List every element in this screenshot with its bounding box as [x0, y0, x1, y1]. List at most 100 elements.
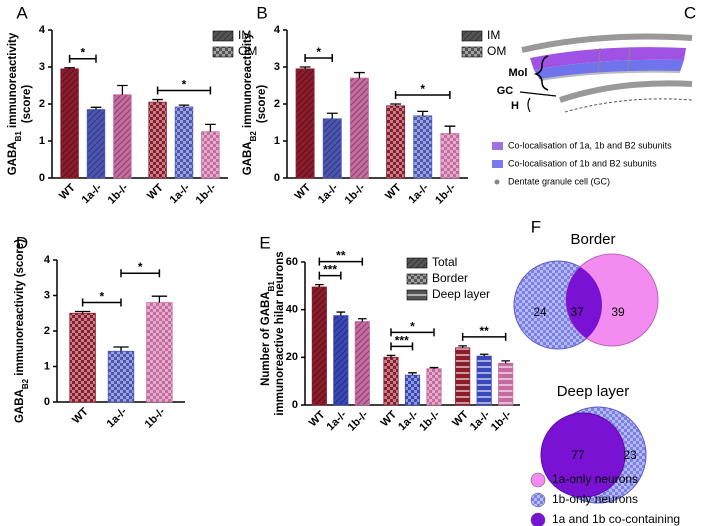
error-bar — [205, 123, 216, 132]
x-tick-label: 1b-/- — [433, 181, 458, 206]
y-axis-label: GABAB2 immunoreactivity (score) — [14, 239, 30, 423]
significance-bracket — [304, 54, 333, 62]
error-bar — [326, 112, 338, 119]
y-axis-label: (score) — [21, 85, 33, 124]
bar — [311, 286, 327, 406]
significance-bracket — [461, 332, 507, 341]
hippocampus-schematic — [492, 33, 693, 185]
significance-bracket — [120, 269, 161, 278]
significance-label: ** — [479, 324, 489, 338]
error-bar — [178, 104, 190, 107]
subscript: B1 — [14, 131, 23, 142]
legend-swatch — [406, 289, 428, 301]
error-bar — [315, 283, 324, 288]
label-part: immunoreactivity — [7, 32, 19, 131]
bar — [349, 77, 369, 179]
y-tick-label: 4 — [39, 24, 46, 36]
legend-swatch — [461, 30, 483, 42]
significance-bracket — [394, 91, 451, 99]
y-axis-label: immunoreactive hilar neurons — [274, 251, 286, 415]
x-tick-label: WT — [307, 408, 328, 429]
panel-letter: C — [684, 3, 696, 22]
error-bar — [458, 345, 467, 348]
region-label: GC — [497, 85, 514, 97]
legend-label: OM — [487, 44, 506, 58]
x-tick-label: 1b-/- — [194, 181, 219, 206]
bar — [107, 350, 135, 403]
x-tick-label: 1b-/- — [106, 181, 131, 206]
y-tick-label: 0 — [292, 399, 298, 411]
x-tick-label: WT — [57, 181, 78, 202]
y-tick-label: 2 — [44, 325, 50, 337]
region-label: Mol — [509, 67, 528, 79]
error-bar — [299, 66, 311, 69]
legend-label: Deep layer — [432, 287, 490, 301]
y-tick-label: 3 — [39, 61, 45, 73]
error-bar — [479, 353, 489, 357]
significance-bracket — [81, 298, 122, 307]
significance-bracket — [68, 54, 97, 63]
venn-title: Deep layer — [557, 383, 630, 400]
bar — [174, 106, 194, 179]
bar — [333, 315, 349, 406]
x-tick-label: WT — [379, 408, 400, 429]
x-tick-label: WT — [70, 405, 91, 426]
bar — [413, 115, 433, 179]
bar — [201, 131, 220, 179]
legend-dot — [530, 492, 546, 508]
legend-label: Total — [432, 255, 457, 269]
legend-label: OM — [238, 44, 257, 58]
error-bar — [386, 354, 396, 358]
error-bar — [90, 106, 102, 110]
bar — [426, 368, 442, 406]
panel-letter: F — [531, 217, 541, 236]
significance-label: * — [420, 82, 425, 96]
legend-swatch — [212, 46, 234, 58]
legend-label: 1b-only neurons — [552, 492, 638, 506]
panel-letter: A — [16, 3, 28, 22]
legend-swatch — [406, 273, 428, 285]
significance-bracket — [318, 271, 342, 280]
subscript: B2 — [21, 378, 30, 389]
significance-bracket — [390, 328, 435, 337]
x-tick-label: WT — [383, 181, 404, 202]
x-tick-label: 1b-/- — [417, 408, 442, 433]
bar — [404, 374, 421, 406]
y-tick-label: 40 — [286, 304, 298, 316]
significance-label: * — [99, 289, 104, 303]
bar — [148, 101, 167, 179]
bar — [86, 109, 106, 179]
y-tick-label: 4 — [44, 254, 51, 266]
x-tick-label: WT — [145, 181, 166, 202]
legend-label: Co-localisation of 1a, 1b and B2 subunit… — [508, 140, 672, 150]
bar — [440, 133, 460, 179]
legend-swatch — [406, 257, 428, 269]
y-tick-label: 0 — [274, 172, 280, 184]
label-part: immunoreactivity (score) — [14, 239, 26, 379]
x-tick-label: 1a-/- — [105, 405, 130, 430]
y-axis-label: GABAB2 immunoreactivity — [242, 32, 258, 175]
y-tick-label: 2 — [39, 98, 45, 110]
label-part: (score) — [21, 85, 33, 124]
legend-swatch — [212, 30, 234, 42]
significance-label: * — [80, 46, 85, 60]
significance-label: ** — [336, 249, 346, 263]
error-bar — [336, 311, 346, 316]
label-part: immunoreactive hilar neurons — [274, 251, 286, 415]
x-tick-label: 1b-/- — [489, 408, 514, 433]
error-bar — [429, 366, 439, 369]
error-bar — [358, 318, 367, 322]
error-bar — [390, 103, 402, 106]
x-tick-label: WT — [293, 181, 314, 202]
x-tick-label: 1a-/- — [168, 181, 193, 206]
bar — [60, 68, 79, 179]
venn-count: 23 — [623, 448, 637, 462]
x-tick-label: 1b-/- — [343, 181, 368, 206]
y-tick-label: 4 — [274, 24, 281, 36]
legend-label: 1a and 1b co-containing — [552, 512, 680, 526]
y-tick-label: 1 — [274, 135, 280, 147]
y-tick-label: 60 — [286, 256, 298, 268]
y-tick-label: 3 — [44, 289, 50, 301]
legend-label: IM — [238, 28, 251, 42]
